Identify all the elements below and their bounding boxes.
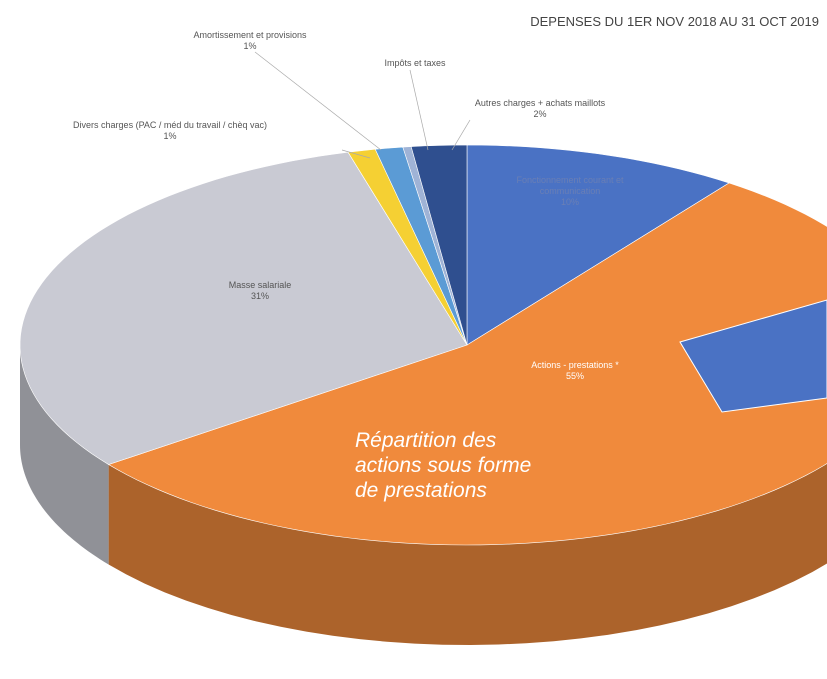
slice-name: Fonctionnement courant et communication bbox=[516, 175, 624, 196]
chart-title: DEPENSES DU 1ER NOV 2018 AU 31 OCT 2019 bbox=[530, 14, 819, 29]
slice-name: Autres charges + achats maillots bbox=[474, 98, 606, 108]
slice-label: Actions - prestations * 55% bbox=[500, 360, 650, 382]
slice-label: Amortissement et provisions 1% bbox=[175, 30, 325, 52]
slice-label: Masse salariale 31% bbox=[175, 280, 345, 302]
slice-value: 55% bbox=[565, 371, 584, 381]
leader-line bbox=[409, 69, 429, 151]
pie-slice bbox=[466, 144, 730, 346]
slice-name: Divers charges (PAC / méd du travail / c… bbox=[73, 120, 267, 130]
slice-value: 1% bbox=[163, 131, 177, 141]
slice-label: Autres charges + achats maillots 2% bbox=[455, 98, 625, 120]
slice-value: 10% bbox=[560, 197, 579, 207]
slice-name: Impôts et taxes bbox=[384, 58, 446, 68]
leader-line bbox=[254, 51, 382, 151]
pie-slice bbox=[107, 182, 827, 546]
slice-side bbox=[108, 463, 827, 645]
slice-name: Actions - prestations * bbox=[531, 360, 619, 370]
annotation: Répartition des actions sous forme de pr… bbox=[355, 429, 532, 502]
pie-slice bbox=[19, 151, 468, 465]
slice-value: 31% bbox=[250, 291, 269, 301]
slice-value: 2% bbox=[533, 109, 547, 119]
slice-side bbox=[20, 345, 109, 565]
slice-value: 1% bbox=[243, 41, 257, 51]
slice-label: Fonctionnement courant et communication 1… bbox=[510, 175, 630, 208]
callout-arrow bbox=[679, 299, 827, 413]
slice-label: Impôts et taxes bbox=[360, 58, 470, 69]
slice-name: Amortissement et provisions bbox=[193, 30, 307, 40]
pie-slice bbox=[410, 144, 468, 346]
leader-line bbox=[341, 149, 371, 159]
slice-name: Masse salariale bbox=[228, 280, 292, 290]
leader-line bbox=[451, 119, 471, 151]
slice-label: Divers charges (PAC / méd du travail / c… bbox=[60, 120, 280, 142]
